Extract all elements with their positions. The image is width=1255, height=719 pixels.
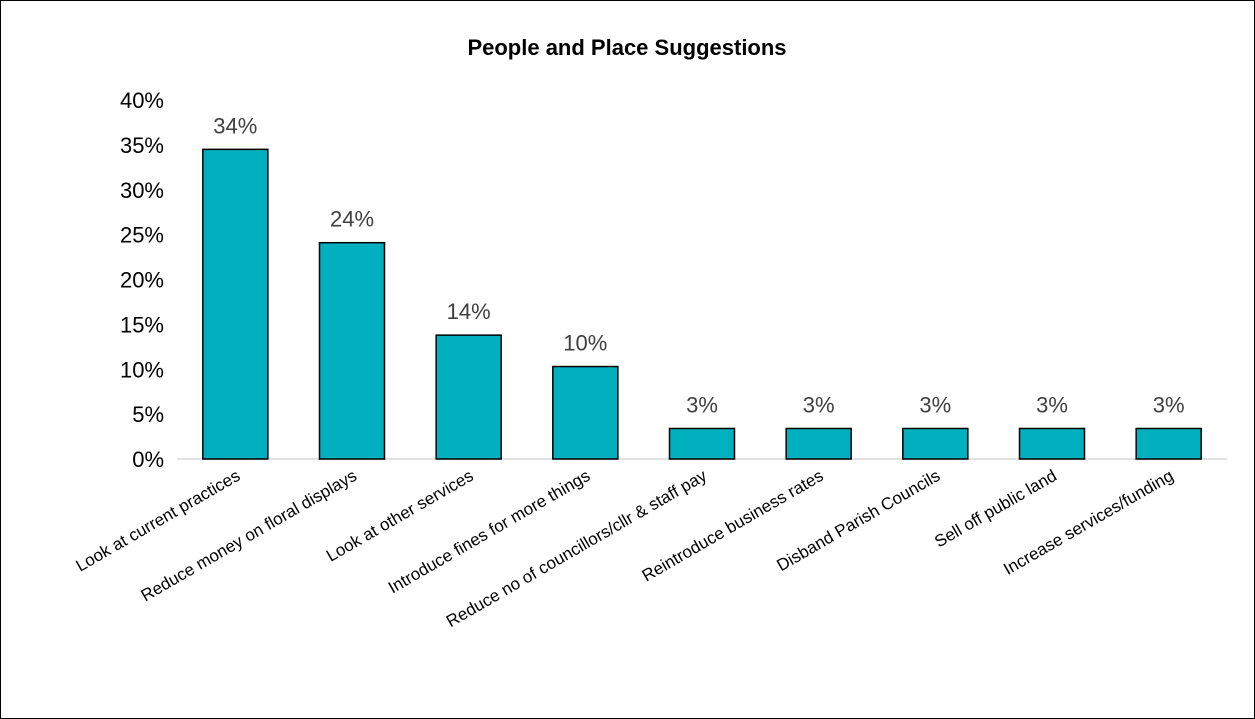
data-label: 34% xyxy=(213,113,257,138)
data-label: 24% xyxy=(330,207,374,232)
y-tick-label: 5% xyxy=(132,402,164,427)
bar xyxy=(902,427,969,460)
y-tick-label: 40% xyxy=(120,88,164,113)
y-tick-label: 10% xyxy=(120,357,164,382)
y-tick-label: 35% xyxy=(120,133,164,158)
x-tick-label: Reduce money on floral displays xyxy=(138,466,360,605)
y-tick-label: 0% xyxy=(132,447,164,472)
data-labels: 34% 24% 14% 10% 3% 3% 3% 3% 3% xyxy=(213,113,1184,417)
bars xyxy=(202,148,1202,460)
data-label: 3% xyxy=(1036,392,1068,417)
bar xyxy=(1018,427,1086,460)
chart-title: People and Place Suggestions xyxy=(467,35,786,60)
bar xyxy=(552,365,619,460)
x-tick-label: Reintroduce business rates xyxy=(639,466,827,585)
y-tick-label: 30% xyxy=(120,178,164,203)
data-label: 3% xyxy=(803,392,835,417)
bar xyxy=(202,148,269,460)
data-label: 10% xyxy=(563,331,607,356)
y-axis: 0% 5% 10% 15% 20% 25% 30% 35% 40% xyxy=(120,88,164,472)
bar xyxy=(318,241,386,460)
y-tick-label: 20% xyxy=(120,268,164,293)
y-tick-label: 15% xyxy=(120,312,164,337)
bar xyxy=(668,427,736,460)
data-label: 14% xyxy=(447,299,491,324)
bar xyxy=(785,427,852,460)
y-tick-label: 25% xyxy=(120,223,164,248)
x-tick-label: Introduce fines for more things xyxy=(385,466,593,597)
data-label: 3% xyxy=(1153,392,1185,417)
bar xyxy=(1135,427,1202,460)
data-label: 3% xyxy=(919,392,951,417)
data-label: 3% xyxy=(686,392,718,417)
bar xyxy=(435,334,502,460)
